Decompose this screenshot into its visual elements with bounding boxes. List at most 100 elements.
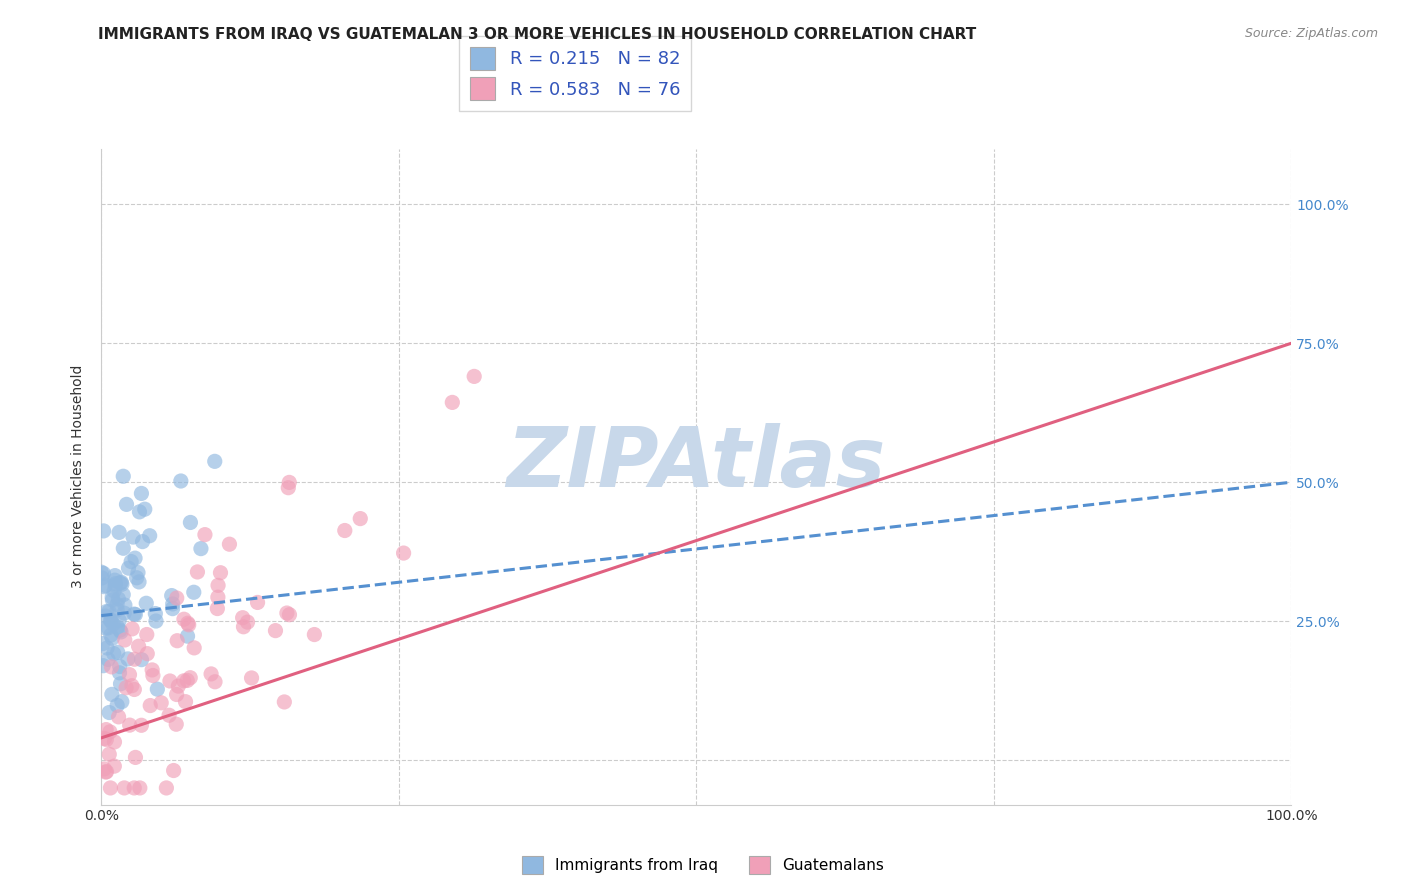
Point xyxy=(157,708,180,723)
Point xyxy=(162,764,184,778)
Point xyxy=(96,732,118,747)
Y-axis label: 3 or more Vehicles in Household: 3 or more Vehicles in Household xyxy=(72,365,86,589)
Point xyxy=(173,612,195,626)
Point xyxy=(131,653,153,667)
Point xyxy=(112,606,135,620)
Point xyxy=(236,615,259,629)
Point xyxy=(177,617,200,632)
Point xyxy=(218,537,240,551)
Point xyxy=(170,474,193,488)
Point xyxy=(166,591,188,605)
Point xyxy=(278,607,301,622)
Point xyxy=(128,780,150,795)
Point xyxy=(176,629,198,643)
Point xyxy=(96,640,118,655)
Point xyxy=(105,698,128,713)
Point xyxy=(118,667,141,681)
Point xyxy=(112,541,135,556)
Point xyxy=(117,561,139,575)
Point xyxy=(104,576,127,591)
Point xyxy=(93,566,115,581)
Point xyxy=(93,524,115,538)
Point xyxy=(232,611,254,625)
Point xyxy=(177,616,200,631)
Point xyxy=(183,640,205,655)
Point xyxy=(186,565,208,579)
Point xyxy=(104,578,127,592)
Point xyxy=(273,695,295,709)
Point xyxy=(207,578,229,592)
Point xyxy=(96,764,118,779)
Point xyxy=(166,688,188,702)
Point xyxy=(179,516,201,530)
Point xyxy=(91,658,114,673)
Point xyxy=(112,780,135,795)
Point xyxy=(166,633,188,648)
Point xyxy=(204,454,226,468)
Point xyxy=(204,674,226,689)
Point xyxy=(107,620,129,634)
Point xyxy=(125,571,148,585)
Point xyxy=(349,511,371,525)
Point xyxy=(209,566,232,580)
Point xyxy=(100,614,122,628)
Point xyxy=(122,530,145,544)
Point xyxy=(112,588,135,602)
Point xyxy=(97,652,120,666)
Point xyxy=(93,580,115,594)
Point xyxy=(101,590,124,604)
Point xyxy=(98,747,121,762)
Point xyxy=(104,568,127,582)
Point xyxy=(392,546,415,560)
Point xyxy=(101,632,124,646)
Point xyxy=(118,718,141,732)
Point xyxy=(138,529,160,543)
Point xyxy=(179,671,201,685)
Point xyxy=(139,698,162,713)
Point xyxy=(124,682,146,697)
Point xyxy=(94,578,117,592)
Legend: Immigrants from Iraq, Guatemalans: Immigrants from Iraq, Guatemalans xyxy=(516,850,890,880)
Point xyxy=(128,505,150,519)
Point xyxy=(103,759,125,773)
Point xyxy=(131,534,153,549)
Point xyxy=(94,621,117,635)
Point xyxy=(98,724,121,739)
Point xyxy=(128,574,150,589)
Point xyxy=(194,527,217,541)
Point xyxy=(114,598,136,612)
Point xyxy=(240,671,263,685)
Point xyxy=(145,614,167,628)
Point xyxy=(94,765,117,780)
Point xyxy=(101,687,124,701)
Point xyxy=(124,652,146,666)
Point xyxy=(103,647,125,661)
Point xyxy=(207,601,229,615)
Point xyxy=(93,762,115,776)
Point xyxy=(162,601,184,615)
Point xyxy=(101,593,124,607)
Point xyxy=(104,573,127,587)
Point xyxy=(90,565,112,579)
Point xyxy=(111,577,134,591)
Point xyxy=(128,639,150,653)
Point xyxy=(142,668,165,682)
Point xyxy=(121,679,143,693)
Point xyxy=(110,624,132,639)
Point xyxy=(173,673,195,688)
Point xyxy=(98,706,121,720)
Point xyxy=(176,673,198,688)
Point xyxy=(121,622,143,636)
Point xyxy=(107,710,129,724)
Point xyxy=(162,597,184,611)
Point xyxy=(124,551,146,566)
Point xyxy=(165,717,187,731)
Point xyxy=(108,614,131,628)
Point xyxy=(114,632,136,647)
Point xyxy=(94,609,117,624)
Point xyxy=(135,596,157,610)
Point xyxy=(278,475,301,490)
Point xyxy=(97,621,120,635)
Point xyxy=(155,780,177,795)
Point xyxy=(136,647,159,661)
